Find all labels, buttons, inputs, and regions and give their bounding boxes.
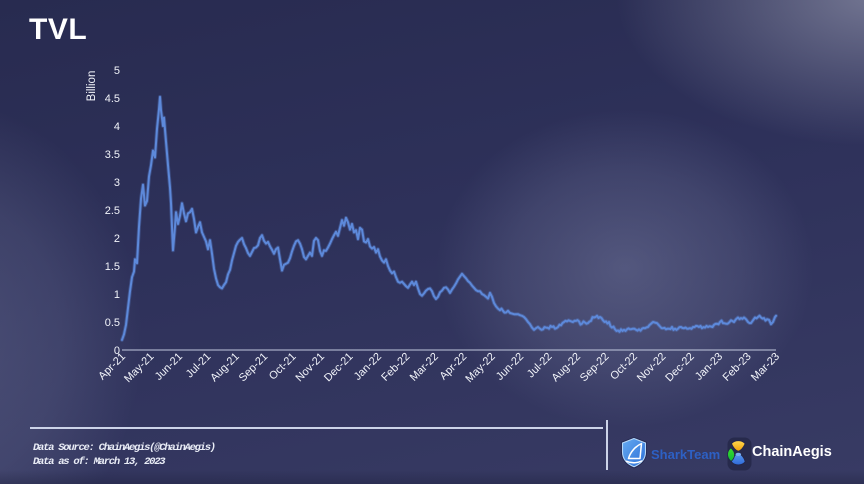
svg-text:Jun-21: Jun-21: [153, 351, 185, 383]
svg-text:4: 4: [114, 121, 120, 133]
svg-text:Feb-22: Feb-22: [379, 351, 412, 384]
svg-text:Nov-21: Nov-21: [294, 351, 328, 385]
svg-text:Billion: Billion: [86, 71, 98, 102]
svg-text:Sep-22: Sep-22: [578, 351, 612, 385]
svg-text:Feb-23: Feb-23: [721, 351, 754, 384]
svg-text:5: 5: [114, 65, 120, 77]
svg-text:Aug-21: Aug-21: [208, 351, 242, 385]
svg-text:2: 2: [114, 233, 120, 245]
svg-text:Dec-22: Dec-22: [663, 351, 697, 385]
svg-text:Mar-23: Mar-23: [749, 351, 782, 384]
svg-text:3: 3: [114, 177, 120, 189]
svg-text:Jan-22: Jan-22: [352, 351, 384, 383]
svg-text:1: 1: [114, 289, 120, 301]
svg-text:3.5: 3.5: [105, 149, 120, 161]
svg-text:Jun-22: Jun-22: [494, 351, 526, 383]
svg-text:0.5: 0.5: [105, 317, 120, 329]
svg-text:Oct-22: Oct-22: [608, 351, 640, 383]
svg-text:1.5: 1.5: [105, 261, 120, 273]
svg-text:Dec-21: Dec-21: [322, 351, 356, 385]
svg-text:Oct-21: Oct-21: [267, 351, 299, 383]
svg-text:Nov-22: Nov-22: [635, 351, 669, 385]
svg-text:Jan-23: Jan-23: [693, 351, 725, 383]
svg-text:Aug-22: Aug-22: [550, 351, 584, 385]
svg-text:0: 0: [114, 345, 120, 357]
svg-text:Sep-21: Sep-21: [237, 351, 271, 385]
svg-text:2.5: 2.5: [105, 205, 120, 217]
svg-text:4.5: 4.5: [105, 93, 120, 105]
svg-text:Mar-22: Mar-22: [408, 351, 441, 384]
svg-text:May-22: May-22: [463, 351, 497, 385]
svg-text:May-21: May-21: [122, 351, 156, 385]
